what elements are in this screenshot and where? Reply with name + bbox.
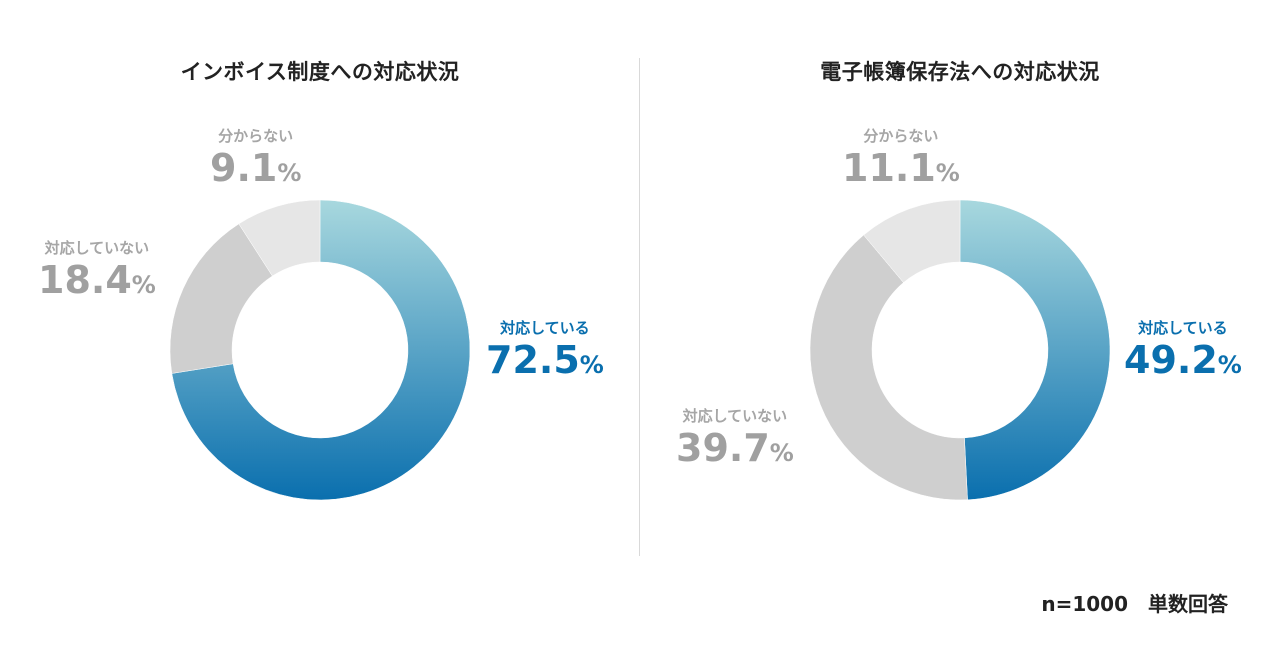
slice-value: 11.1%: [842, 146, 960, 190]
divider: [639, 58, 640, 556]
slice-value: 18.4%: [38, 258, 156, 302]
slice-label: 対応していない: [44, 239, 150, 257]
footnote: n=1000 単数回答: [1041, 592, 1228, 616]
label-responding: 対応している 49.2%: [1124, 318, 1242, 387]
slice-unknown: [238, 199, 321, 277]
label-unknown: 分からない 11.1%: [842, 126, 960, 195]
chart-title: 電子帳簿保存法への対応状況: [820, 60, 1100, 84]
slice-value: 49.2%: [1124, 338, 1242, 382]
slice-responding: [171, 199, 471, 501]
slice-value: 72.5%: [486, 338, 604, 382]
invoice-donut-chart: [169, 199, 471, 501]
label-not-responding: 対応していない 39.7%: [676, 406, 794, 475]
slice-label: 対応していない: [682, 407, 788, 425]
slice-not-responding: [809, 234, 968, 501]
slice-value: 9.1%: [210, 146, 302, 190]
slice-responding: [959, 199, 1111, 501]
invoice-chart-panel: インボイス制度への対応状況 対応している 72.5% 対応していない 18.4%…: [0, 0, 640, 600]
slice-value: 39.7%: [676, 426, 794, 470]
label-responding: 対応している 72.5%: [486, 318, 604, 387]
label-not-responding: 対応していない 18.4%: [38, 238, 156, 307]
ebook-donut-chart: [809, 199, 1111, 501]
slice-unknown: [863, 199, 961, 283]
ebook-chart-panel: 電子帳簿保存法への対応状況 対応している 49.2% 対応していない 39.7%…: [640, 0, 1280, 600]
slice-label: 分からない: [863, 127, 939, 145]
slice-label: 対応している: [1138, 319, 1228, 337]
slice-label: 対応している: [500, 319, 590, 337]
chart-title: インボイス制度への対応状況: [180, 60, 460, 84]
slice-label: 分からない: [218, 127, 294, 145]
label-unknown: 分からない 9.1%: [210, 126, 301, 195]
